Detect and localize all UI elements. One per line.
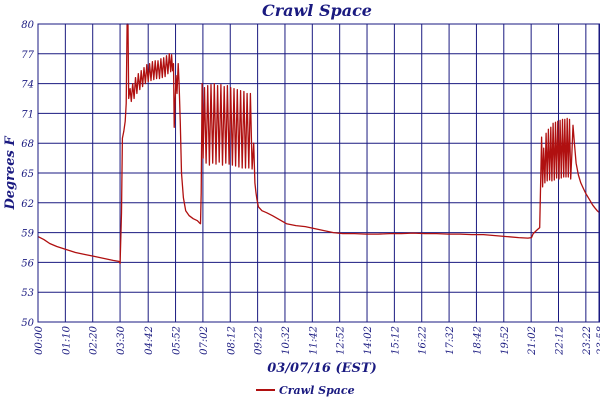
y-tick-label: 77 bbox=[21, 50, 34, 61]
x-tick-labels: 00:00 01:10 02:20 03:30 04:42 05:52 07:02 08:12… bbox=[34, 325, 600, 355]
y-tick-label: 68 bbox=[21, 139, 34, 150]
legend: Crawl Space bbox=[256, 384, 355, 397]
x-tick-label: 18:42 bbox=[472, 326, 483, 355]
x-tick-label: 17:32 bbox=[445, 326, 456, 355]
x-tick-label: 15:12 bbox=[390, 326, 401, 355]
x-tick-label: 08:12 bbox=[226, 326, 237, 355]
y-tick-label: 74 bbox=[21, 80, 34, 91]
x-tick-label: 00:00 bbox=[34, 325, 45, 354]
x-tick-label: 12:52 bbox=[336, 326, 347, 355]
x-tick-label: 07:02 bbox=[199, 326, 210, 355]
y-tick-label: 62 bbox=[21, 199, 34, 210]
x-tick-label: 10:32 bbox=[281, 326, 292, 355]
y-tick-label: 56 bbox=[21, 258, 34, 269]
x-tick-label: 01:10 bbox=[61, 325, 72, 354]
x-tick-label: 14:02 bbox=[363, 326, 374, 355]
x-tick-label: 22:12 bbox=[555, 326, 566, 356]
x-tick-label: 11:42 bbox=[308, 326, 319, 355]
series-line-crawl-space bbox=[37, 23, 600, 265]
chart-title: Crawl Space bbox=[262, 1, 372, 20]
y-tick-label: 53 bbox=[21, 288, 34, 299]
x-tick-label: 09:22 bbox=[254, 326, 265, 355]
x-tick-label: 04:42 bbox=[144, 326, 155, 355]
y-tick-label: 80 bbox=[21, 20, 34, 31]
x-tick-label: 19:52 bbox=[500, 326, 511, 355]
legend-label: Crawl Space bbox=[279, 384, 355, 397]
y-tick-label: 50 bbox=[21, 318, 34, 329]
y-axis-label: Degrees F bbox=[3, 136, 18, 211]
y-tick-label: 65 bbox=[21, 169, 34, 180]
x-tick-label: 23:22 bbox=[582, 326, 593, 356]
x-tick-label: 23:58 bbox=[596, 326, 600, 356]
x-tick-label: 05:52 bbox=[172, 326, 183, 355]
plot-frame bbox=[37, 23, 600, 323]
x-tick-label: 02:20 bbox=[89, 325, 100, 354]
y-tick-label: 59 bbox=[21, 229, 34, 240]
x-tick-label: 03:30 bbox=[116, 325, 127, 354]
x-tick-label: 16:22 bbox=[418, 326, 429, 355]
y-tick-label: 71 bbox=[21, 109, 34, 120]
series-layer bbox=[37, 23, 600, 265]
y-tick-labels: 50 53 56 59 62 65 68 71 74 77 80 bbox=[21, 20, 34, 329]
x-tick-label: 21:02 bbox=[527, 326, 538, 356]
x-axis-label: 03/07/16 (EST) bbox=[267, 361, 377, 376]
